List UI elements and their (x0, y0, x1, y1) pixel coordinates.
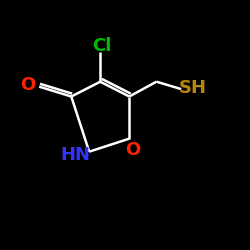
Text: O: O (20, 76, 36, 94)
Text: Cl: Cl (92, 37, 111, 55)
Text: SH: SH (178, 79, 206, 97)
Text: HN: HN (60, 146, 90, 164)
Text: O: O (125, 141, 140, 159)
